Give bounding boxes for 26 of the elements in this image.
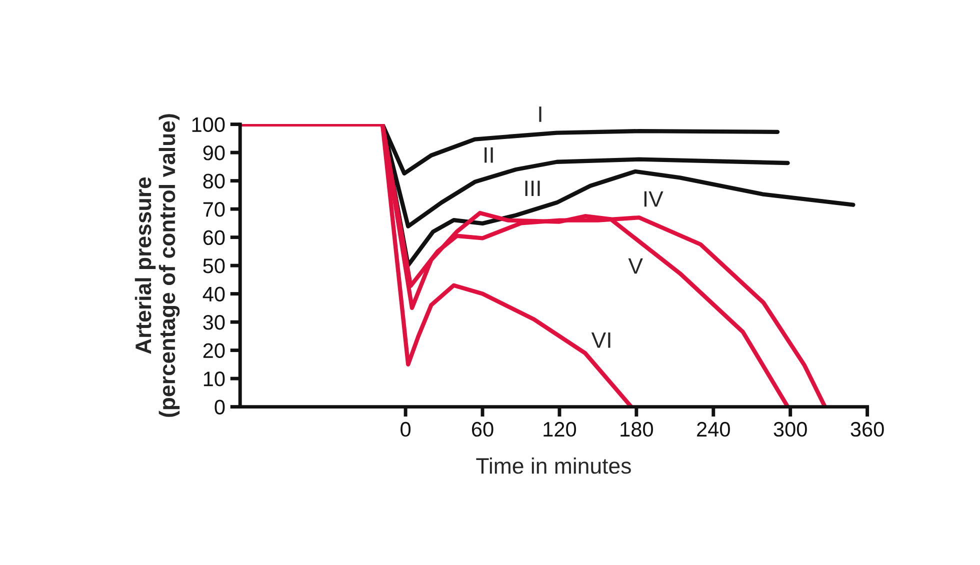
x-tick-label: 180 xyxy=(620,422,653,437)
y-tick-label: 90 xyxy=(203,146,225,160)
y-tick-label: 10 xyxy=(204,372,225,386)
y-tick-label: 70 xyxy=(203,202,225,217)
y-tick-label: 80 xyxy=(203,174,225,189)
series-label: I xyxy=(539,106,542,122)
y-tick-label: 30 xyxy=(203,315,225,330)
y-tick-label: 60 xyxy=(203,230,225,246)
y-tick-label: 40 xyxy=(202,286,225,302)
series-label: III xyxy=(525,180,540,196)
x-axis-title: Time in minutes xyxy=(476,457,631,474)
series-label: V xyxy=(628,258,643,274)
x-tick-label: 60 xyxy=(472,422,494,437)
y-tick-label: 100 xyxy=(192,117,225,132)
x-tick-label: 0 xyxy=(400,422,411,437)
series-label: II xyxy=(484,147,493,163)
y-axis-title: Arterial pressure (percentage of control value) xyxy=(134,114,180,417)
x-tick-label: 120 xyxy=(544,422,576,437)
y-tick-label: 50 xyxy=(203,258,225,274)
x-tick-label: 360 xyxy=(850,422,884,437)
y-tick-label: 20 xyxy=(203,343,225,358)
x-tick-label: 300 xyxy=(774,422,807,437)
x-tick-label: 240 xyxy=(697,422,730,437)
y-tick-label: 0 xyxy=(214,400,225,415)
series-label: IV xyxy=(644,191,664,207)
series-label: VI xyxy=(591,332,610,348)
